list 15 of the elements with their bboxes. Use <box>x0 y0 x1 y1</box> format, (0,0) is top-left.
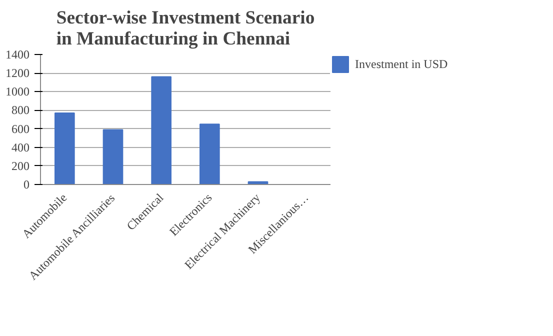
legend-label: Investment in USD <box>355 56 448 72</box>
y-tick-label: 200 <box>12 158 30 173</box>
bar <box>200 124 220 184</box>
chart-title: Sector-wise Investment Scenario in Manufacturing in Chennai <box>56 8 315 50</box>
bar <box>102 129 124 184</box>
bar <box>151 76 172 184</box>
bar <box>248 181 268 184</box>
y-tick-label: 1200 <box>6 66 30 80</box>
y-tick-label: 0 <box>24 178 30 192</box>
y-tick-label: 1000 <box>6 84 30 99</box>
y-tick-label: 400 <box>12 140 30 154</box>
y-tick-label: 1400 <box>6 48 30 62</box>
y-tick-label: 600 <box>12 122 30 136</box>
bar <box>54 112 75 184</box>
y-tick-label: 800 <box>12 103 30 118</box>
